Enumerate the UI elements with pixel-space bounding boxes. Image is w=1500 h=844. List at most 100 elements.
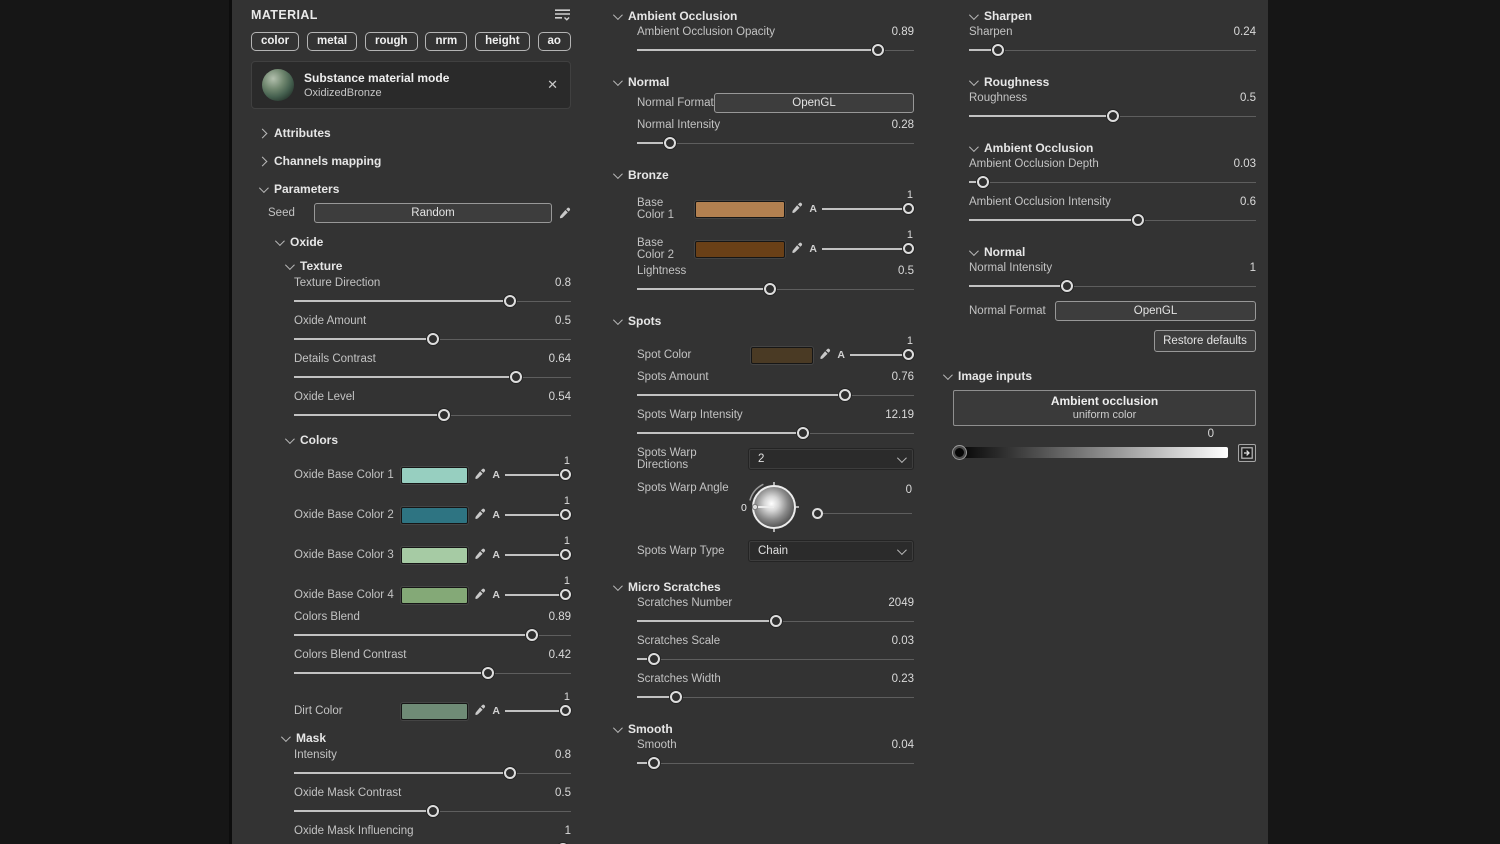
slider-knob[interactable] bbox=[437, 409, 450, 421]
tab-ao[interactable]: ao bbox=[537, 32, 571, 51]
slider-knob[interactable] bbox=[838, 389, 851, 401]
slider-knob[interactable] bbox=[977, 176, 990, 188]
slider-knob[interactable] bbox=[797, 427, 810, 439]
slider-track[interactable] bbox=[294, 665, 571, 681]
slider-track[interactable] bbox=[637, 387, 914, 403]
section-spots[interactable]: Spots bbox=[612, 311, 914, 331]
alpha-knob[interactable] bbox=[560, 549, 571, 560]
section-normal-right[interactable]: Normal bbox=[968, 242, 1256, 262]
eyedropper-icon[interactable] bbox=[473, 508, 487, 522]
slider-track[interactable] bbox=[294, 627, 571, 643]
tab-rough[interactable]: rough bbox=[364, 32, 418, 51]
slider-knob[interactable] bbox=[1132, 214, 1145, 226]
mini-slider-knob[interactable] bbox=[812, 508, 823, 519]
section-colors[interactable]: Colors bbox=[284, 429, 571, 451]
slider-knob[interactable] bbox=[647, 653, 660, 665]
slider-track[interactable] bbox=[637, 281, 914, 297]
alpha-knob[interactable] bbox=[560, 509, 571, 520]
alpha-slider[interactable]: 1 bbox=[505, 495, 571, 522]
slider-knob[interactable] bbox=[509, 371, 522, 383]
eyedropper-icon[interactable] bbox=[473, 588, 487, 602]
section-attributes[interactable]: Attributes bbox=[257, 119, 571, 147]
slider-track[interactable] bbox=[969, 108, 1256, 124]
tab-height[interactable]: height bbox=[475, 32, 530, 51]
section-bronze[interactable]: Bronze bbox=[612, 165, 914, 185]
slider-knob[interactable] bbox=[504, 295, 517, 307]
section-sharpen[interactable]: Sharpen bbox=[968, 6, 1256, 26]
normal-format-button[interactable]: OpenGL bbox=[714, 93, 914, 113]
slider-knob[interactable] bbox=[991, 44, 1004, 56]
eyedropper-icon[interactable] bbox=[473, 468, 487, 482]
section-roughness[interactable]: Roughness bbox=[968, 72, 1256, 92]
slider-knob[interactable] bbox=[647, 757, 660, 769]
section-texture[interactable]: Texture bbox=[284, 255, 571, 277]
slider-knob[interactable] bbox=[526, 629, 539, 641]
section-smooth[interactable]: Smooth bbox=[612, 719, 914, 739]
slider-track[interactable] bbox=[969, 42, 1256, 58]
slider-track[interactable] bbox=[637, 689, 914, 705]
eyedropper-icon[interactable] bbox=[473, 548, 487, 562]
eyedropper-icon[interactable] bbox=[790, 242, 804, 256]
spots-warp-type-dropdown[interactable]: Chain bbox=[748, 540, 914, 562]
slider-knob[interactable] bbox=[871, 44, 884, 56]
alpha-knob[interactable] bbox=[903, 349, 914, 360]
slider-knob[interactable] bbox=[481, 667, 494, 679]
section-normal[interactable]: Normal bbox=[612, 72, 914, 92]
slider-track[interactable] bbox=[294, 369, 571, 385]
image-picker-icon[interactable] bbox=[1238, 444, 1256, 462]
slider-track[interactable] bbox=[969, 212, 1256, 228]
tab-metal[interactable]: metal bbox=[307, 32, 358, 51]
slider-track[interactable] bbox=[969, 174, 1256, 190]
eyedropper-icon[interactable] bbox=[790, 202, 804, 216]
slider-track[interactable] bbox=[294, 293, 571, 309]
alpha-slider[interactable]: 1 bbox=[505, 455, 571, 482]
section-parameters[interactable]: Parameters bbox=[258, 175, 571, 203]
tab-color[interactable]: color bbox=[251, 32, 300, 51]
close-icon[interactable]: ✕ bbox=[547, 77, 558, 92]
section-image-inputs[interactable]: Image inputs bbox=[942, 366, 1256, 386]
section-mask[interactable]: Mask bbox=[280, 727, 571, 749]
panel-menu-icon[interactable] bbox=[554, 8, 571, 22]
alpha-knob[interactable] bbox=[903, 243, 914, 254]
section-ambient-occlusion[interactable]: Ambient Occlusion bbox=[612, 6, 914, 26]
slider-track[interactable] bbox=[294, 803, 571, 819]
slider-track[interactable] bbox=[969, 278, 1256, 294]
slider-knob[interactable] bbox=[504, 767, 517, 779]
alpha-knob[interactable] bbox=[903, 203, 914, 214]
color-swatch[interactable] bbox=[751, 346, 814, 364]
edit-pencil-icon[interactable] bbox=[558, 207, 571, 220]
slider-knob[interactable] bbox=[1060, 280, 1073, 292]
slider-knob[interactable] bbox=[426, 805, 439, 817]
normal-format-button[interactable]: OpenGL bbox=[1055, 301, 1256, 321]
slider-knob[interactable] bbox=[664, 137, 677, 149]
color-swatch[interactable] bbox=[695, 200, 786, 218]
slider-knob[interactable] bbox=[1106, 110, 1119, 122]
alpha-slider[interactable]: 1 bbox=[850, 335, 914, 362]
angle-dial[interactable]: 0 bbox=[741, 478, 802, 536]
tab-nrm[interactable]: nrm bbox=[425, 32, 468, 51]
gradient-slider-knob[interactable] bbox=[953, 446, 966, 459]
seed-random-button[interactable]: Random bbox=[314, 203, 552, 223]
color-swatch[interactable] bbox=[401, 466, 469, 484]
color-swatch[interactable] bbox=[695, 240, 786, 258]
section-ambient-occlusion-right[interactable]: Ambient Occlusion bbox=[968, 138, 1256, 158]
alpha-knob[interactable] bbox=[560, 469, 571, 480]
alpha-slider[interactable]: 1 bbox=[505, 535, 571, 562]
slider-track[interactable] bbox=[294, 331, 571, 347]
eyedropper-icon[interactable] bbox=[818, 348, 832, 362]
alpha-slider[interactable]: 1 bbox=[505, 691, 571, 718]
color-swatch[interactable] bbox=[401, 702, 469, 720]
slider-knob[interactable] bbox=[763, 283, 776, 295]
slider-track[interactable] bbox=[637, 425, 914, 441]
slider-track[interactable] bbox=[294, 765, 571, 781]
slider-track[interactable] bbox=[637, 135, 914, 151]
color-swatch[interactable] bbox=[401, 506, 469, 524]
color-swatch[interactable] bbox=[401, 546, 469, 564]
slider-knob[interactable] bbox=[769, 615, 782, 627]
color-swatch[interactable] bbox=[401, 586, 469, 604]
spots-warp-directions-dropdown[interactable]: 2 bbox=[748, 448, 914, 470]
alpha-knob[interactable] bbox=[560, 705, 571, 716]
alpha-slider[interactable]: 1 bbox=[505, 575, 571, 602]
slider-track[interactable] bbox=[294, 407, 571, 423]
alpha-knob[interactable] bbox=[560, 589, 571, 600]
